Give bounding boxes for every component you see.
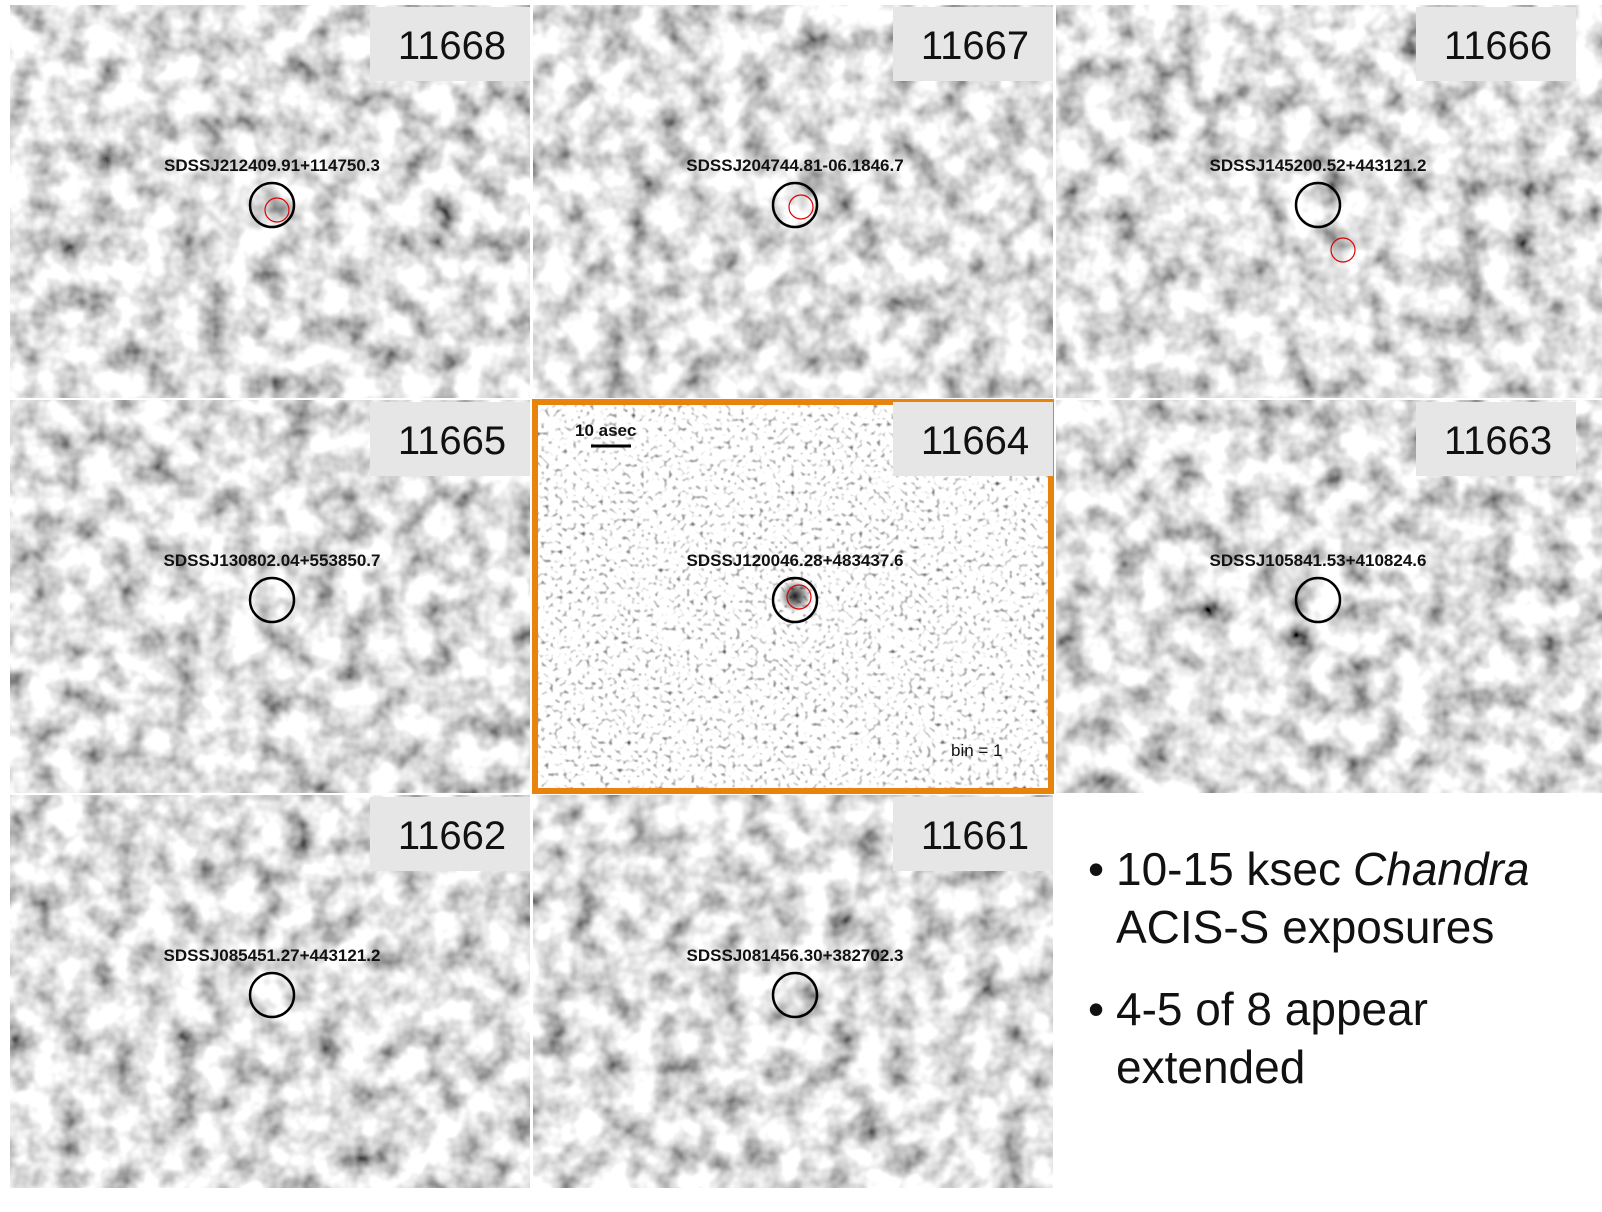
image-panel: 11665 SDSSJ130802.04+553850.7 <box>10 400 530 793</box>
bullet: 4-5 of 8 appear extended <box>1088 980 1588 1096</box>
observation-id: 11666 <box>1444 24 1552 68</box>
observation-id: 11661 <box>921 814 1029 858</box>
bullet-emphasis: Chandra <box>1353 843 1529 895</box>
observation-id: 11663 <box>1444 419 1552 463</box>
scale-label: 10 asec <box>575 421 636 440</box>
image-panel: 11666 SDSSJ145200.52+443121.2 <box>1056 5 1602 398</box>
image-panel: 10 asec bin = 1 11664 SDSSJ120046.28+483437… <box>533 400 1053 793</box>
observation-id: 11667 <box>921 24 1029 68</box>
observation-id: 11662 <box>398 814 506 858</box>
image-panel: 11662 SDSSJ085451.27+443121.2 <box>10 795 530 1188</box>
source-name: SDSSJ204744.81-06.1846.7 <box>686 156 903 175</box>
observation-id: 11668 <box>398 24 506 68</box>
observation-id: 11665 <box>398 419 506 463</box>
bullet-text: 4-5 of 8 appear extended <box>1116 983 1428 1093</box>
source-name: SDSSJ212409.91+114750.3 <box>164 156 380 175</box>
image-panel: 11668 SDSSJ212409.91+114750.3 <box>10 5 530 398</box>
slide: 11668 SDSSJ212409.91+114750.3 11667 SDSSJ20… <box>0 0 1602 1212</box>
image-panel: 11663 SDSSJ105841.53+410824.6 <box>1056 400 1602 793</box>
image-panel: 11661 SDSSJ081456.30+382702.3 <box>533 795 1053 1188</box>
source-name: SDSSJ105841.53+410824.6 <box>1210 551 1427 570</box>
bullet-text: ACIS-S exposures <box>1116 901 1494 953</box>
observation-id: 11664 <box>921 419 1029 463</box>
bin-label: bin = 1 <box>951 741 1003 760</box>
image-panel: 11667 SDSSJ204744.81-06.1846.7 <box>533 5 1053 398</box>
source-name: SDSSJ120046.28+483437.6 <box>687 551 904 570</box>
bullet-text: 10-15 ksec <box>1116 843 1341 895</box>
source-name: SDSSJ130802.04+553850.7 <box>164 551 381 570</box>
source-name: SDSSJ145200.52+443121.2 <box>1210 156 1427 175</box>
source-name: SDSSJ085451.27+443121.2 <box>164 946 381 965</box>
source-name: SDSSJ081456.30+382702.3 <box>687 946 904 965</box>
